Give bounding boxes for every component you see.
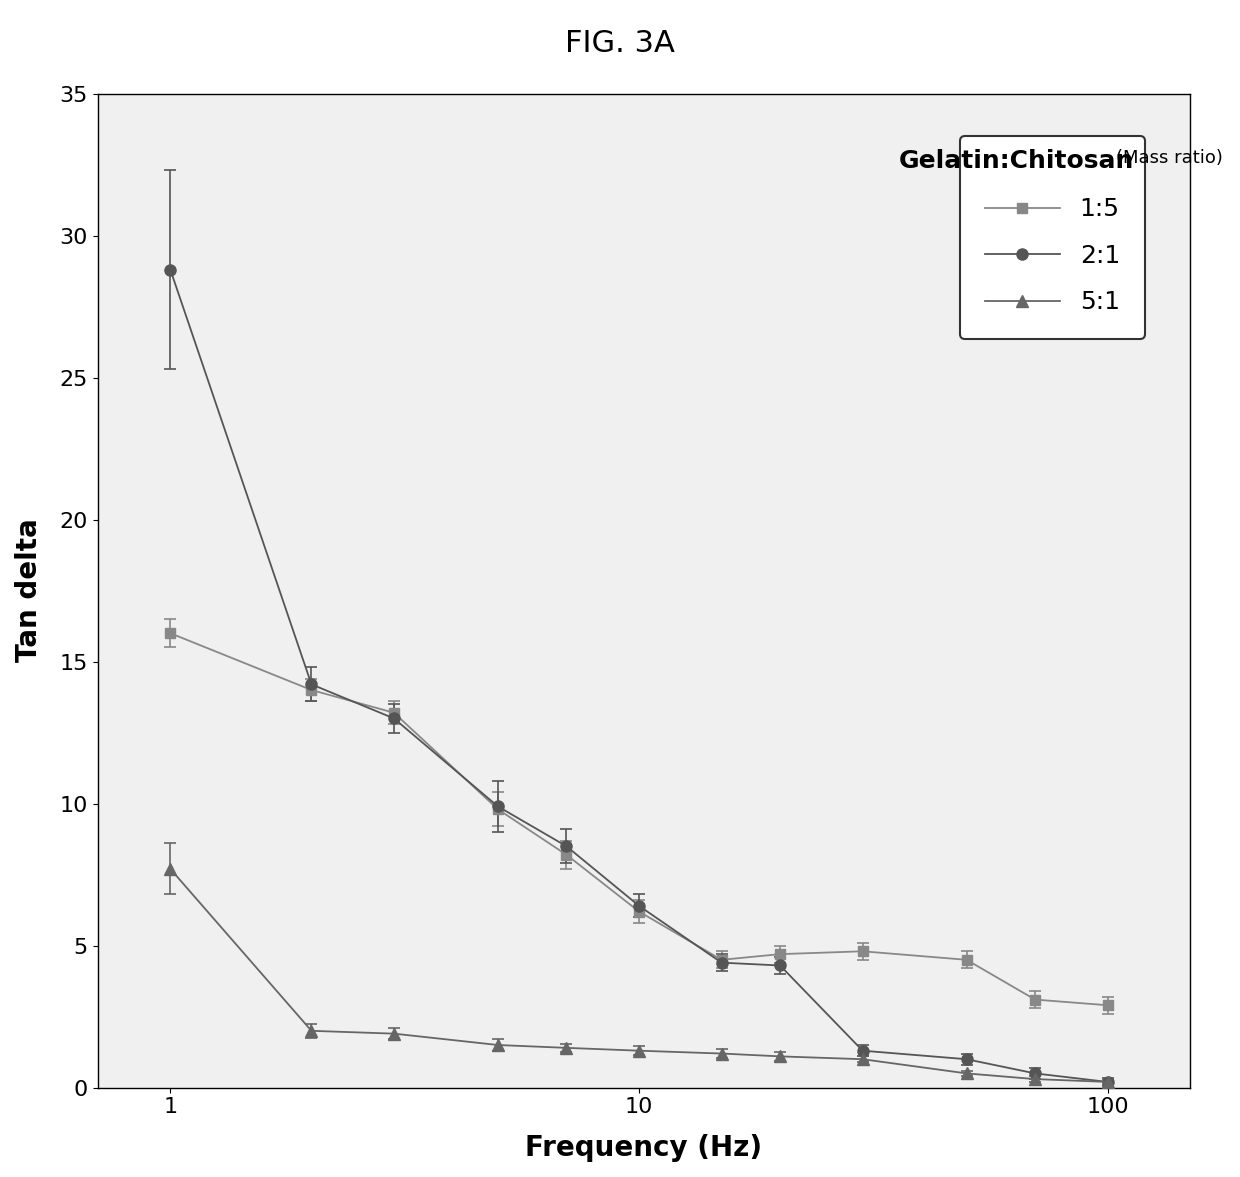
Text: FIG. 3A: FIG. 3A — [565, 29, 675, 59]
Legend: 1:5, 2:1, 5:1: 1:5, 2:1, 5:1 — [960, 135, 1145, 339]
Text: (Mass ratio): (Mass ratio) — [1116, 149, 1223, 167]
X-axis label: Frequency (Hz): Frequency (Hz) — [526, 1133, 763, 1162]
Y-axis label: Tan delta: Tan delta — [15, 519, 43, 663]
Text: Gelatin:Chitosan: Gelatin:Chitosan — [899, 149, 1133, 173]
